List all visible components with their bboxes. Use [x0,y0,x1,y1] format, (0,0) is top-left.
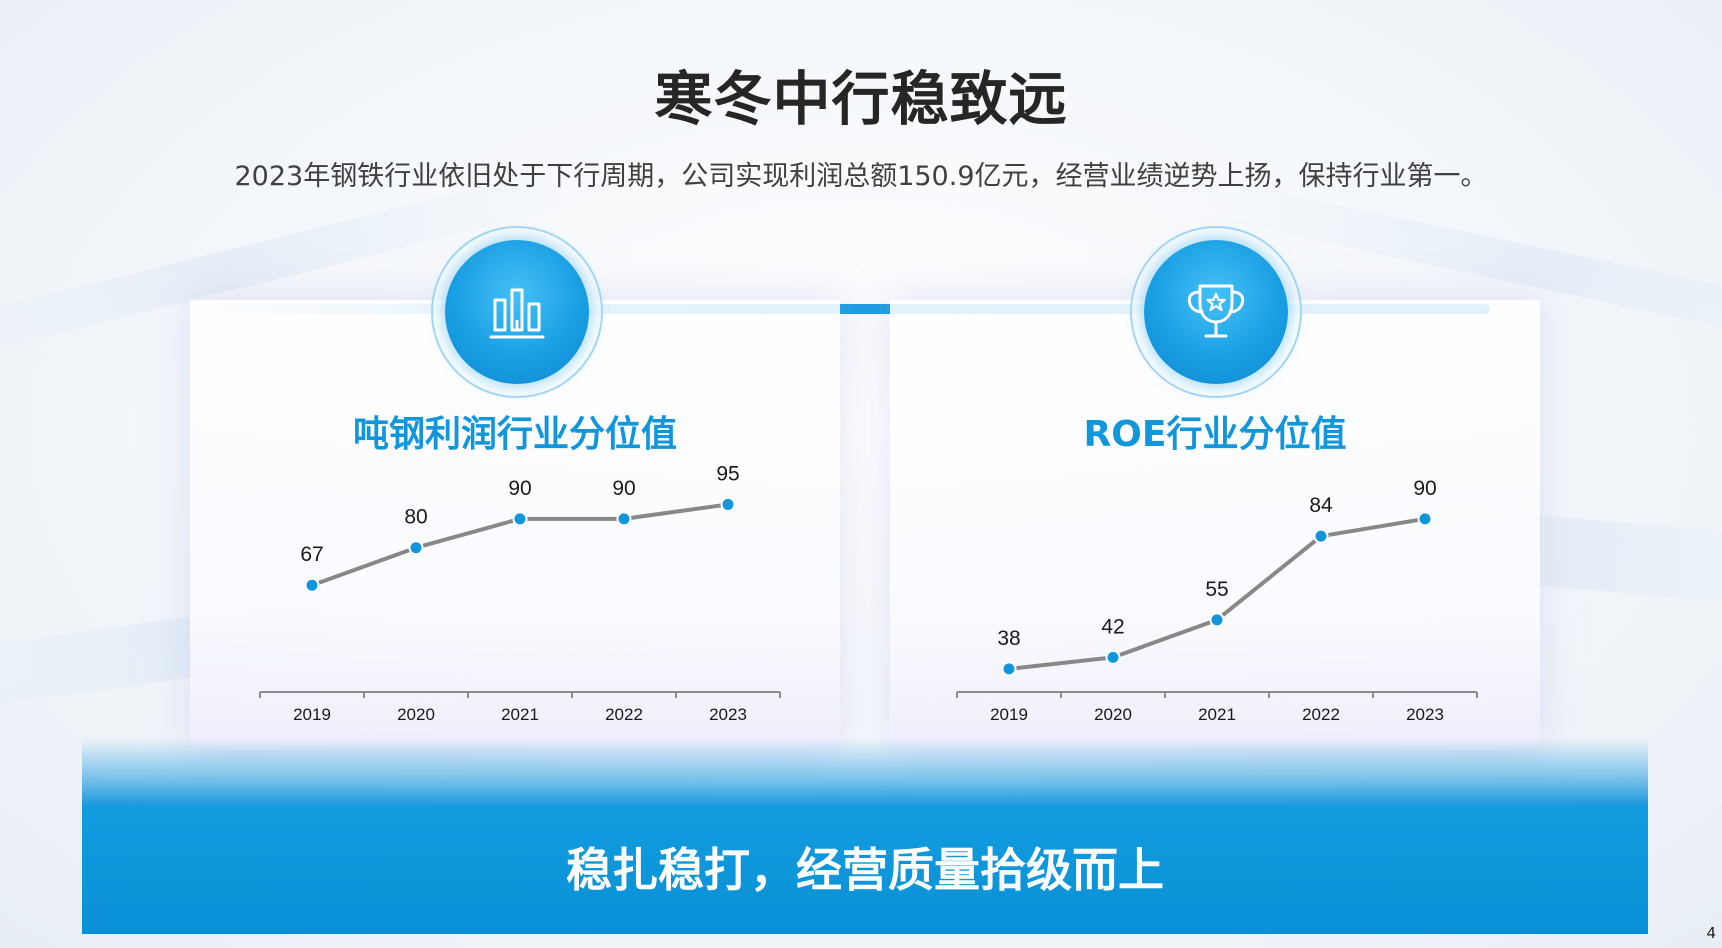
banner-text: 稳扎稳打，经营质量拾级而上 [566,843,1164,897]
data-point [1105,649,1121,665]
data-label: 90 [1413,477,1436,500]
data-label: 90 [508,477,531,500]
data-point [408,540,424,556]
page-number: 4 [1706,924,1716,942]
chart-title-right: ROE行业分位值 [1083,414,1347,455]
x-tick-label: 2019 [990,705,1028,724]
data-label: 80 [404,506,427,529]
x-tick-label: 2023 [1406,705,1444,724]
x-tick-label: 2020 [1094,705,1132,724]
page-subtitle: 2023年钢铁行业依旧处于下行周期，公司实现利润总额150.9亿元，经营业绩逆势… [234,161,1488,192]
x-tick-label: 2023 [709,705,747,724]
x-tick-label: 2021 [501,705,539,724]
data-label: 90 [612,477,635,500]
data-label: 42 [1101,615,1124,638]
x-tick-label: 2019 [293,705,331,724]
line-chart-right: 2019 2020 2021 2022 2023 38 42 55 84 90 [956,477,1478,724]
data-point [720,496,736,512]
x-tick-label: 2022 [1302,705,1340,724]
connector-line [190,304,1490,314]
page-title: 寒冬中行稳致远 [654,65,1068,133]
chart-panel-right: ROE行业分位值 [890,300,1540,750]
line-chart-left: 2019 2020 2021 2022 2023 67 80 90 90 95 [259,462,781,724]
x-tick-label: 2021 [1198,705,1236,724]
platform-glow [82,738,1648,808]
data-point [1417,511,1433,527]
trophy-icon [1187,284,1245,338]
x-tick-label: 2020 [397,705,435,724]
data-label: 67 [300,543,323,566]
data-point [1313,528,1329,544]
data-label: 95 [716,462,739,485]
bar-chart-icon [489,288,545,339]
data-point [1001,661,1017,677]
data-label: 55 [1205,578,1228,601]
bottom-banner: 稳扎稳打，经营质量拾级而上 [82,806,1648,934]
chart-title-left: 吨钢利润行业分位值 [352,414,677,455]
data-label: 84 [1309,494,1333,517]
x-tick-label: 2022 [605,705,643,724]
data-label: 38 [997,627,1020,650]
data-point [1209,612,1225,628]
bar-chart-badge [431,226,603,398]
data-point [616,511,632,527]
data-point [512,511,528,527]
data-point [304,577,320,593]
trophy-badge [1130,226,1302,398]
